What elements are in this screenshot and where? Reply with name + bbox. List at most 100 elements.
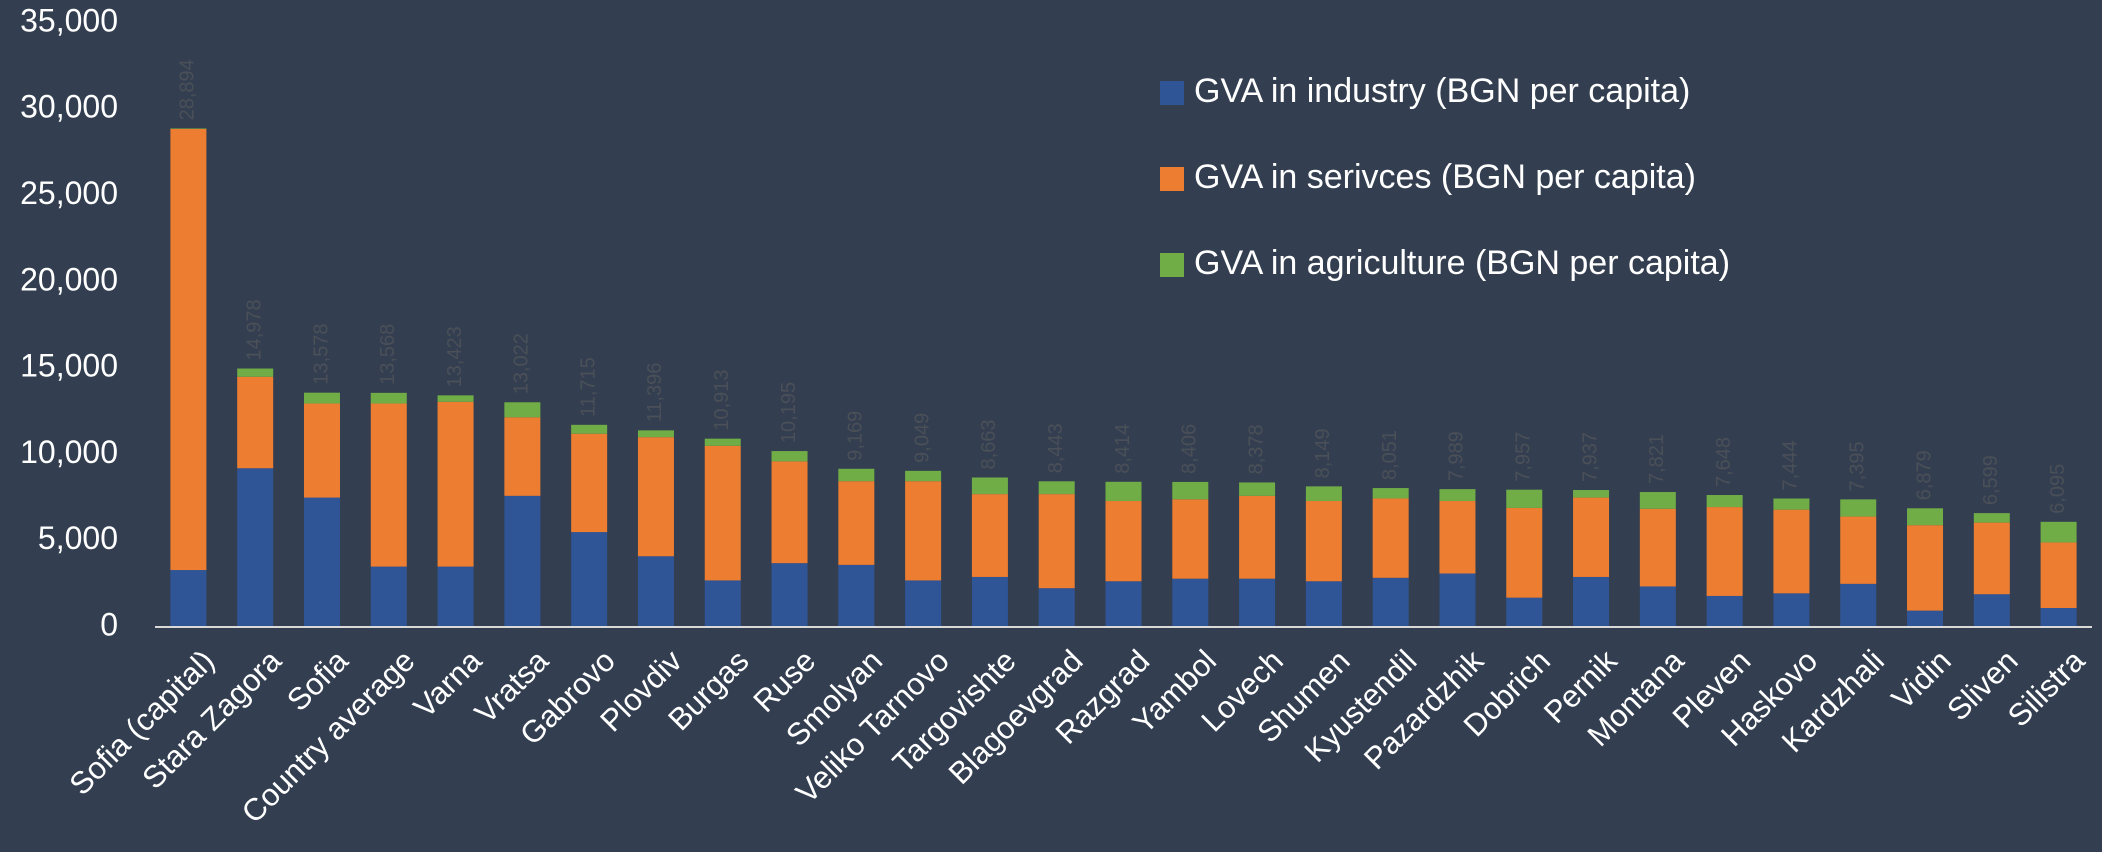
- bar-segment: [504, 417, 541, 496]
- bar-segment: [1773, 498, 1810, 510]
- y-tick-label: 10,000: [20, 434, 118, 470]
- bar-segment: [437, 395, 474, 402]
- bar-segment: [1372, 577, 1409, 627]
- bar-segment: [1305, 486, 1342, 502]
- bar-segment: [1372, 498, 1409, 578]
- total-label: 9,049: [911, 413, 933, 463]
- bar-segment: [1305, 581, 1342, 627]
- bar-segment: [971, 477, 1008, 495]
- bar-segment: [571, 532, 608, 627]
- bar-segment: [905, 470, 942, 482]
- bar-segment: [504, 402, 541, 418]
- total-label: 9,169: [845, 411, 867, 461]
- bar-segment: [1840, 583, 1877, 627]
- bar-segment: [1172, 499, 1209, 579]
- bar-segment: [704, 445, 741, 581]
- bar-segment: [1239, 495, 1276, 579]
- bar-segment: [1907, 525, 1944, 611]
- legend-label: GVA in industry (BGN per capita): [1194, 72, 1690, 110]
- bar-segment: [1706, 507, 1743, 596]
- total-label: 13,022: [511, 333, 533, 394]
- bar-segment: [437, 566, 474, 627]
- legend-swatch: [1160, 167, 1184, 191]
- bar-segment: [1439, 573, 1476, 627]
- total-label: 13,568: [377, 324, 399, 385]
- bar-segment: [1038, 481, 1075, 495]
- bar-segment: [1639, 508, 1676, 587]
- bar-segment: [303, 497, 340, 627]
- bar-segment: [1372, 488, 1409, 499]
- bar-segment: [637, 430, 674, 438]
- bar-segment: [1573, 490, 1610, 498]
- total-label: 11,396: [644, 363, 666, 423]
- bar-segment: [237, 376, 274, 469]
- bar-segment: [838, 564, 875, 627]
- legend-label: GVA in serivces (BGN per capita): [1194, 158, 1696, 196]
- bar-segment: [1172, 481, 1209, 500]
- bar-segment: [1239, 578, 1276, 627]
- bar-segment: [2040, 608, 2077, 627]
- bar-segment: [1506, 597, 1543, 627]
- bar-segment: [1305, 501, 1342, 582]
- bar-segment: [905, 580, 942, 627]
- bar-segment: [1973, 522, 2010, 595]
- bar-segment: [1706, 495, 1743, 508]
- total-label: 10,913: [711, 370, 733, 431]
- bar-segment: [1105, 501, 1142, 582]
- bar-segment: [370, 403, 407, 567]
- total-label: 7,937: [1579, 432, 1601, 482]
- y-tick-label: 15,000: [20, 348, 118, 384]
- bar-segment: [704, 438, 741, 446]
- bar-segment: [237, 368, 274, 377]
- bar-segment: [1239, 482, 1276, 496]
- total-label: 8,149: [1312, 428, 1334, 478]
- bar-segment: [771, 451, 808, 462]
- bar-segment: [571, 424, 608, 434]
- bar-segment: [504, 495, 541, 627]
- bar-segment: [1105, 481, 1142, 502]
- bar-segment: [1506, 507, 1543, 598]
- bar-segment: [370, 392, 407, 404]
- bar-segment: [771, 563, 808, 627]
- bar-segment: [237, 468, 274, 627]
- legend-swatch: [1160, 253, 1184, 277]
- bar-segment: [170, 128, 207, 129]
- y-tick-label: 0: [100, 606, 118, 642]
- total-label: 28,894: [177, 59, 199, 120]
- bar-segment: [1506, 489, 1543, 508]
- bar-segment: [971, 494, 1008, 577]
- total-label: 8,443: [1045, 423, 1067, 473]
- total-label: 7,444: [1780, 440, 1802, 490]
- bar-segment: [637, 437, 674, 557]
- bar-segment: [170, 570, 207, 627]
- y-tick-label: 25,000: [20, 175, 118, 211]
- bar-segment: [637, 556, 674, 627]
- bar-segment: [1773, 593, 1810, 627]
- bar-segment: [1038, 588, 1075, 627]
- bar-segment: [370, 566, 407, 627]
- bar-segment: [1038, 494, 1075, 589]
- bar-segment: [1907, 508, 1944, 526]
- bar-segment: [1639, 492, 1676, 509]
- bar-segment: [771, 461, 808, 564]
- total-label: 14,978: [243, 299, 265, 360]
- bar-segment: [1706, 595, 1743, 627]
- bar-segment: [1439, 489, 1476, 502]
- bar-segment: [1439, 501, 1476, 574]
- y-tick-label: 30,000: [20, 89, 118, 125]
- bar-segment: [905, 481, 942, 581]
- total-label: 6,879: [1913, 450, 1935, 500]
- bar-segment: [838, 481, 875, 565]
- bar-segment: [170, 128, 207, 571]
- bar-segment: [437, 401, 474, 567]
- total-label: 8,051: [1379, 430, 1401, 480]
- bar-segment: [1973, 513, 2010, 523]
- total-label: 7,957: [1513, 432, 1535, 482]
- bar-segment: [1639, 586, 1676, 627]
- total-label: 8,378: [1245, 424, 1267, 474]
- legend-swatch: [1160, 81, 1184, 105]
- bar-segment: [2040, 542, 2077, 609]
- bar-segment: [1973, 594, 2010, 627]
